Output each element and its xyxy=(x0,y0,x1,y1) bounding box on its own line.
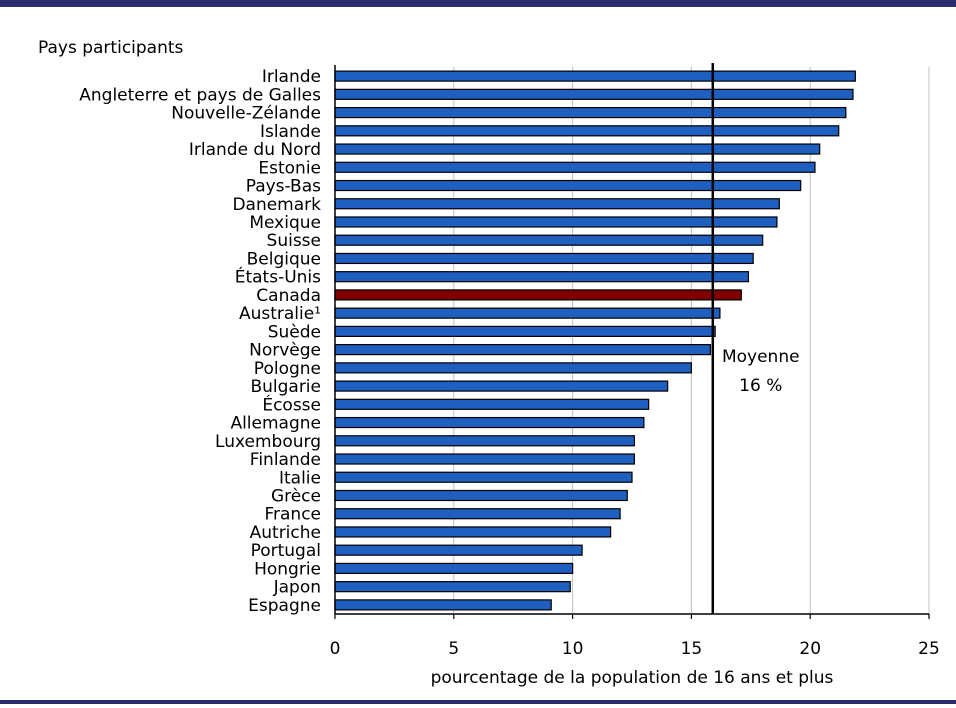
bar-29 xyxy=(334,581,571,593)
bar-6 xyxy=(334,161,816,173)
category-label: Norvège xyxy=(249,341,321,361)
average-label: Moyenne xyxy=(722,347,800,367)
bar-25 xyxy=(334,508,621,520)
category-label: Suisse xyxy=(267,231,321,251)
bar-12 xyxy=(334,271,750,283)
bar-4 xyxy=(334,125,840,137)
bar-2 xyxy=(334,88,854,100)
category-label: Espagne xyxy=(248,596,321,616)
category-label: Japon xyxy=(273,578,321,598)
category-label: Mexique xyxy=(249,213,321,233)
x-tick-label: 0 xyxy=(330,639,341,659)
category-label: Danemark xyxy=(232,195,321,215)
bar-14 xyxy=(334,307,721,319)
category-label: Écosse xyxy=(262,393,321,415)
x-axis xyxy=(334,65,930,619)
category-label: Belgique xyxy=(247,249,321,269)
bar-16 xyxy=(334,344,712,356)
bar-30 xyxy=(334,599,552,611)
bottom-rule xyxy=(0,700,956,704)
grid-lines xyxy=(453,67,930,614)
category-label: Angleterre et pays de Galles xyxy=(79,85,321,105)
bar-9 xyxy=(334,216,778,228)
category-label: Canada xyxy=(256,286,321,306)
bar-21 xyxy=(334,435,635,447)
bar-10 xyxy=(334,234,764,246)
bar-22 xyxy=(334,453,635,465)
category-label: Irlande xyxy=(262,67,321,87)
bar-11 xyxy=(334,252,754,265)
bar-27 xyxy=(334,544,583,556)
bar-13 xyxy=(334,289,742,301)
category-label: Nouvelle-Zélande xyxy=(171,104,321,124)
bars xyxy=(334,70,856,611)
bar-26 xyxy=(334,526,612,538)
category-label: Italie xyxy=(279,468,321,488)
category-label: États-Unis xyxy=(235,266,321,288)
bar-1 xyxy=(334,70,856,82)
bar-24 xyxy=(334,489,628,502)
bar-18 xyxy=(334,380,669,392)
bar-7 xyxy=(334,179,802,192)
category-label: Finlande xyxy=(250,450,321,470)
category-label: Portugal xyxy=(251,541,321,561)
category-label: Pologne xyxy=(254,359,321,379)
x-axis-title: pourcentage de la population de 16 ans e… xyxy=(431,668,834,688)
category-label: France xyxy=(264,505,321,525)
category-label: Suède xyxy=(268,322,321,342)
x-tick-label: 25 xyxy=(918,639,940,659)
category-label: Irlande du Nord xyxy=(189,140,321,160)
category-label: Bulgarie xyxy=(250,377,321,397)
bar-19 xyxy=(334,398,650,410)
x-tick-label: 15 xyxy=(681,639,703,659)
x-tick-labels: 0 5 10 15 20 25 xyxy=(330,639,940,659)
bar-20 xyxy=(334,416,645,429)
top-rule xyxy=(0,0,956,7)
x-tick-label: 10 xyxy=(562,639,584,659)
category-label: Grèce xyxy=(271,486,321,506)
category-label: Pays-Bas xyxy=(246,177,321,197)
bar-17 xyxy=(334,362,692,374)
category-label: Autriche xyxy=(250,523,321,543)
category-label: Islande xyxy=(260,122,321,142)
category-label: Australie¹ xyxy=(239,304,321,324)
x-tick-label: 5 xyxy=(448,639,459,659)
bar-28 xyxy=(334,562,574,575)
average-value-label: 16 % xyxy=(739,376,782,396)
category-label: Estonie xyxy=(258,158,321,178)
bar-5 xyxy=(334,143,821,155)
category-label: Hongrie xyxy=(254,559,321,579)
bar-3 xyxy=(334,106,847,119)
x-tick-label: 20 xyxy=(799,639,821,659)
bar-15 xyxy=(334,325,716,337)
bar-23 xyxy=(334,471,633,483)
categories-title: Pays participants xyxy=(38,38,184,58)
category-label: Luxembourg xyxy=(215,432,321,452)
category-label: Allemagne xyxy=(230,414,321,434)
